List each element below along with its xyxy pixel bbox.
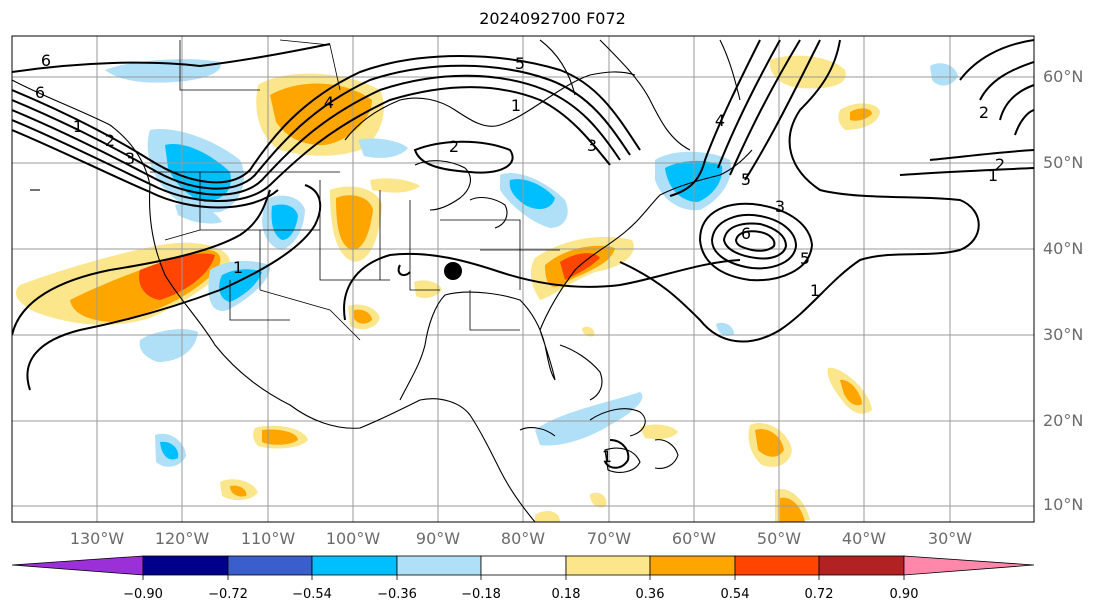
colorbar-bin: [480, 555, 567, 576]
contour-label: 1: [988, 166, 998, 185]
contour-label: 4: [324, 93, 334, 112]
colorbar-tick-label: 0.36: [635, 587, 665, 602]
lon-label: 30°W: [927, 529, 973, 548]
contour-label: 2: [995, 155, 1005, 174]
contour-label: 3: [125, 149, 135, 168]
contour-label: 1: [602, 447, 612, 466]
anomaly-fields: [15, 55, 958, 522]
colorbar: [11, 555, 1035, 580]
colorbar-tick-label: 0.90: [889, 587, 919, 602]
contour-label: 4: [715, 111, 725, 130]
contour-label: 2: [449, 137, 459, 156]
colorbar-tick-label: −0.18: [461, 587, 501, 602]
colorbar-tick-label: −0.54: [292, 587, 332, 602]
lon-label: 50°W: [756, 529, 802, 548]
lat-label: 30°N: [1043, 325, 1084, 344]
lon-label: 130°W: [69, 529, 125, 548]
contour-label: 6: [741, 224, 751, 243]
colorbar-bin: [311, 555, 398, 576]
lat-label: 10°N: [1043, 495, 1084, 514]
contours: [12, 39, 1034, 469]
colorbar-bin: [565, 555, 651, 576]
colorbar-bin: [734, 555, 820, 576]
lon-label: 100°W: [325, 529, 381, 548]
lon-label: 60°W: [671, 529, 717, 548]
contour-labels: 6 1 2 3 4 5 6 1 2 3 4 5 1 2 3 5 6 2 1 1 …: [35, 51, 1005, 466]
contour-label: 6: [35, 83, 45, 102]
contour-label: 1: [233, 258, 243, 277]
colorbar-tick-label: −0.72: [208, 587, 248, 602]
contour-label: 5: [515, 54, 525, 73]
colorbar-tick-label: −0.90: [123, 587, 163, 602]
location-marker: [444, 262, 462, 280]
colorbar-bin: [818, 555, 905, 576]
colorbar-bin: [649, 555, 736, 576]
lon-label: 40°W: [841, 529, 887, 548]
colorbar-tick-label: 0.54: [720, 587, 750, 602]
contour-label: 1: [810, 281, 820, 300]
colorbar-extend-min: [11, 555, 144, 576]
colorbar-tick-label: 0.18: [551, 587, 581, 602]
lon-label: 110°W: [240, 529, 296, 548]
map-title: 2024092700 F072: [479, 9, 626, 28]
contour-label: 5: [741, 170, 751, 189]
contour-label: 2: [105, 131, 115, 150]
lon-label: 70°W: [586, 529, 632, 548]
lon-label: 120°W: [154, 529, 210, 548]
contour-label: 6: [41, 51, 51, 70]
lat-label: 60°N: [1043, 67, 1084, 86]
lat-label: 20°N: [1043, 411, 1084, 430]
contour-label: 3: [587, 136, 597, 155]
colorbar-bin: [142, 555, 229, 576]
contour-label: 1: [511, 96, 521, 115]
contour-label: 5: [800, 249, 810, 268]
lat-label: 40°N: [1043, 239, 1084, 258]
colorbar-extend-max: [903, 555, 1035, 576]
map-frame: [11, 35, 1035, 523]
contour-label: 2: [979, 103, 989, 122]
colorbar-bin: [396, 555, 482, 576]
colorbar-tick-label: 0.72: [804, 587, 834, 602]
colorbar-tick-label: −0.36: [377, 587, 417, 602]
colorbar-bin: [227, 555, 313, 576]
lon-label: 90°W: [415, 529, 461, 548]
contour-label: 1: [73, 117, 83, 136]
lat-label: 50°N: [1043, 153, 1084, 172]
contour-label: 3: [775, 197, 785, 216]
lon-label: 80°W: [500, 529, 546, 548]
